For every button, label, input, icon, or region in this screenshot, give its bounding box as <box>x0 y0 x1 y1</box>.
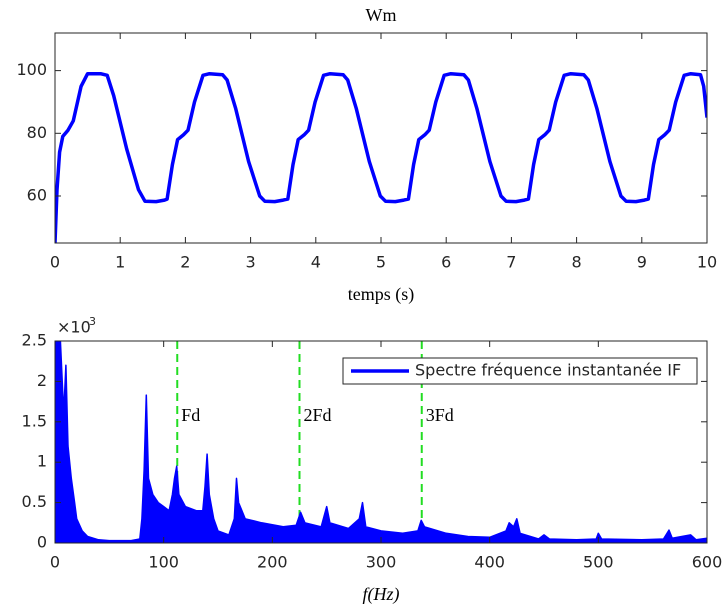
y-tick-label: 2.5 <box>22 331 47 350</box>
x-tick-label: 0 <box>50 253 60 272</box>
marker-label: 2Fd <box>304 405 332 425</box>
x-tick-label: 200 <box>257 553 288 572</box>
x-tick-label: 3 <box>246 253 256 272</box>
x-tick-label: 9 <box>637 253 647 272</box>
x-tick-label: 5 <box>376 253 386 272</box>
y-tick-label: 1 <box>37 452 47 471</box>
plot-area <box>55 33 707 243</box>
y-tick-label: 0.5 <box>22 492 47 511</box>
x-tick-label: 6 <box>441 253 451 272</box>
x-tick-label: 2 <box>180 253 190 272</box>
data-line <box>55 71 707 243</box>
marker-label: Fd <box>181 405 200 425</box>
legend-label: Spectre fréquence instantanée IF <box>415 361 681 380</box>
x-tick-label: 7 <box>506 253 516 272</box>
x-tick-label: 600 <box>692 553 723 572</box>
x-tick-label: 400 <box>474 553 505 572</box>
x-axis-label: f(Hz) <box>363 584 400 605</box>
y-tick-label: 100 <box>16 60 47 79</box>
x-tick-label: 4 <box>311 253 321 272</box>
y-tick-label: 80 <box>27 123 47 142</box>
plot <box>55 71 707 243</box>
y-scale-base: ×10 <box>57 318 91 337</box>
x-tick-label: 300 <box>366 553 397 572</box>
spectrum-area <box>55 341 707 543</box>
x-tick-label: 0 <box>50 553 60 572</box>
x-tick-label: 100 <box>148 553 179 572</box>
x-tick-label: 8 <box>572 253 582 272</box>
y-tick-label: 60 <box>27 185 47 204</box>
chart-title: Wm <box>366 5 397 25</box>
y-tick-label: 1.5 <box>22 411 47 430</box>
x-tick-label: 10 <box>697 253 717 272</box>
x-axis-label: temps (s) <box>348 284 415 305</box>
x-tick-label: 500 <box>583 553 614 572</box>
x-tick-label: 1 <box>115 253 125 272</box>
y-tick-label: 0 <box>37 533 47 552</box>
legend: Spectre fréquence instantanée IF <box>342 357 698 385</box>
marker-label: 3Fd <box>426 405 454 425</box>
y-tick-label: 2 <box>37 371 47 390</box>
y-scale-exponent: -3 <box>85 315 96 328</box>
